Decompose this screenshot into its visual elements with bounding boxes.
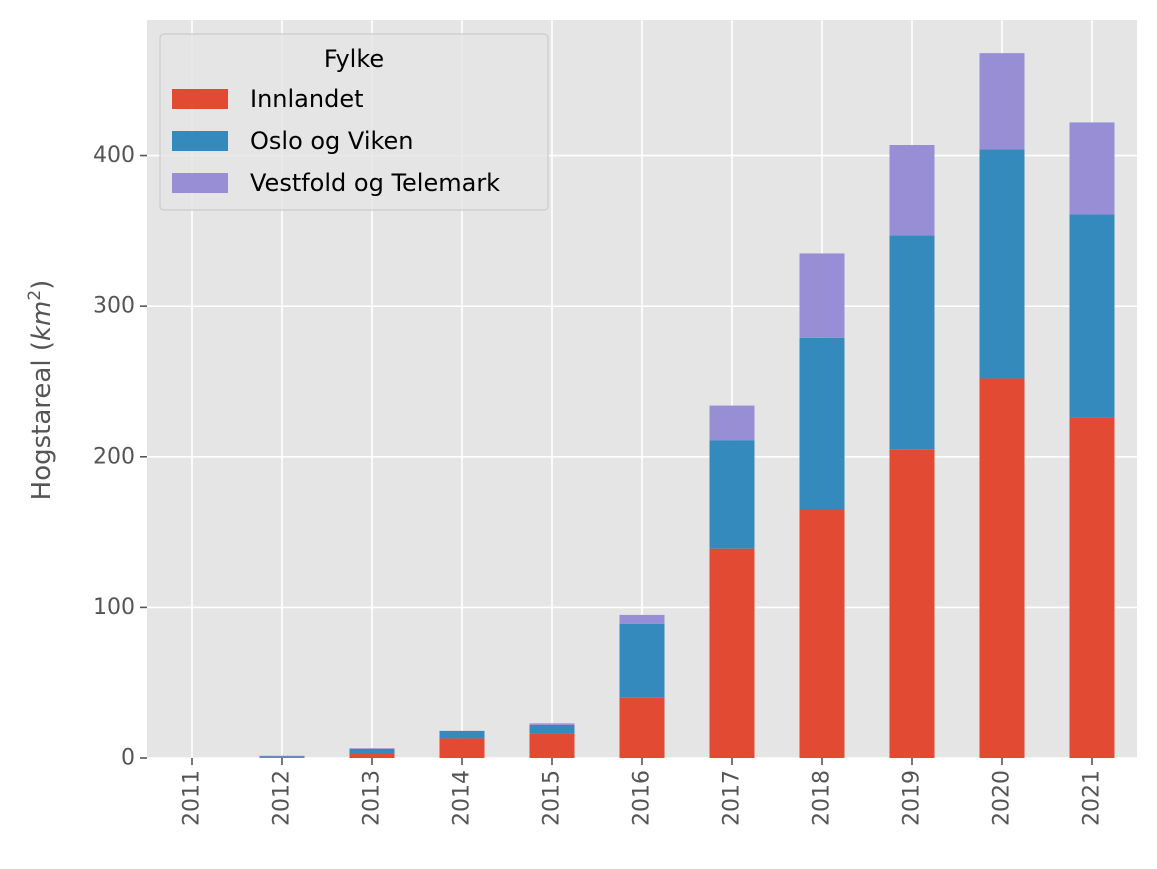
bar-oslo-og-viken-2012 (259, 756, 305, 758)
bar-vestfold-og-telemark-2013 (349, 748, 395, 749)
x-tick-label: 2020 (990, 770, 1015, 826)
bar-innlandet-2017 (709, 548, 755, 758)
x-tick-label: 2013 (360, 770, 385, 826)
bar-vestfold-og-telemark-2018 (799, 253, 845, 338)
legend: Fylke Innlandet Oslo og Viken Vestfold og T… (159, 33, 549, 211)
y-tick-label: 300 (93, 294, 135, 319)
y-tick-label: 200 (93, 444, 135, 469)
y-tick-label: 0 (121, 746, 135, 771)
bar-vestfold-og-telemark-2016 (619, 614, 665, 624)
legend-swatch (172, 131, 228, 151)
bar-vestfold-og-telemark-2015 (529, 723, 575, 725)
bar-oslo-og-viken-2013 (349, 748, 395, 754)
y-axis-label: Hogstareal (km2) (25, 280, 57, 501)
bar-vestfold-og-telemark-2012 (259, 755, 305, 757)
y-tick-label: 100 (93, 595, 135, 620)
x-tick-label: 2011 (180, 770, 205, 826)
bar-oslo-og-viken-2021 (1069, 214, 1115, 418)
y-axis-ticks: 0 100 200 300 400 (93, 143, 147, 771)
bar-vestfold-og-telemark-2017 (709, 405, 755, 441)
x-axis-ticks: 2011 2012 2013 2014 2015 2016 2017 2018 2019 2020… (180, 758, 1105, 826)
legend-label: Innlandet (250, 85, 364, 113)
bar-innlandet-2015 (529, 733, 575, 758)
x-tick-label: 2014 (450, 770, 475, 826)
x-tick-label: 2018 (810, 770, 835, 826)
bar-oslo-og-viken-2018 (799, 337, 845, 510)
legend-swatch (172, 173, 228, 193)
bar-oslo-og-viken-2017 (709, 440, 755, 549)
legend-title: Fylke (324, 45, 384, 73)
legend-swatch (172, 89, 228, 109)
bar-innlandet-2016 (619, 697, 665, 758)
legend-label: Vestfold og Telemark (250, 169, 500, 197)
bar-oslo-og-viken-2014 (439, 730, 485, 739)
bar-vestfold-og-telemark-2021 (1069, 122, 1115, 215)
bars (259, 53, 1115, 758)
bar-innlandet-2014 (439, 738, 485, 758)
bar-innlandet-2021 (1069, 417, 1115, 758)
bar-oslo-og-viken-2016 (619, 623, 665, 698)
legend-box (159, 33, 549, 211)
bar-innlandet-2019 (889, 449, 935, 758)
bar-vestfold-og-telemark-2019 (889, 145, 935, 236)
x-tick-label: 2016 (630, 770, 655, 826)
x-tick-label: 2021 (1080, 770, 1105, 826)
legend-label: Oslo og Viken (250, 127, 414, 155)
x-tick-label: 2017 (720, 770, 745, 826)
x-tick-label: 2012 (270, 770, 295, 826)
bar-innlandet-2020 (979, 378, 1025, 758)
bar-innlandet-2018 (799, 509, 845, 758)
bar-oslo-og-viken-2019 (889, 235, 935, 450)
bar-oslo-og-viken-2020 (979, 149, 1025, 379)
x-tick-label: 2015 (540, 770, 565, 826)
bar-vestfold-og-telemark-2020 (979, 53, 1025, 150)
bar-innlandet-2013 (349, 753, 395, 758)
y-tick-label: 400 (93, 143, 135, 168)
x-tick-label: 2019 (900, 770, 925, 826)
bar-innlandet-2012 (259, 757, 305, 758)
bar-oslo-og-viken-2015 (529, 724, 575, 734)
